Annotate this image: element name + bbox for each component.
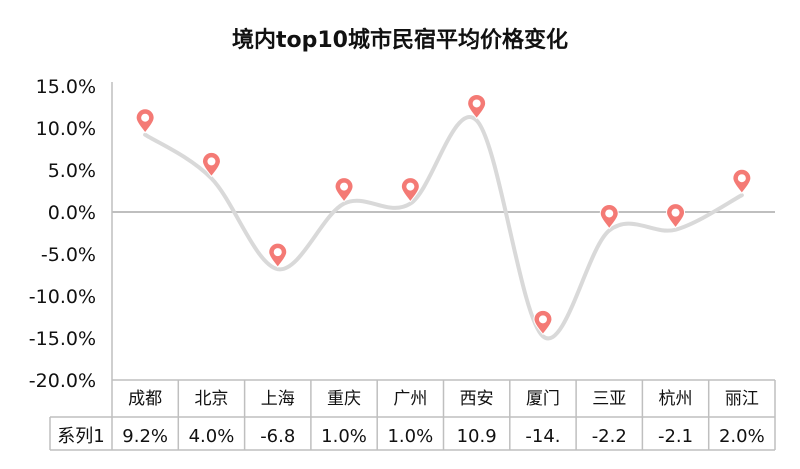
data-value-label: 2.0% xyxy=(719,426,765,447)
data-value-label: 1.0% xyxy=(321,426,367,447)
data-value-label: -14. xyxy=(525,426,560,447)
series-line xyxy=(143,115,744,341)
category-label: 西安 xyxy=(460,389,494,409)
data-point-marker-hole xyxy=(538,315,547,324)
y-tick-label: -15.0% xyxy=(29,328,96,350)
data-value-label: 4.0% xyxy=(189,426,235,447)
data-point-marker-hole xyxy=(605,209,614,218)
y-tick-label: 0.0% xyxy=(48,202,96,224)
category-label: 上海 xyxy=(261,389,295,409)
data-point-marker-hole xyxy=(737,174,746,183)
data-value-label: -2.1 xyxy=(658,426,693,447)
y-tick-label: -20.0% xyxy=(29,370,96,392)
data-value-label: -2.2 xyxy=(592,426,627,447)
y-tick-label: 15.0% xyxy=(36,76,96,98)
data-point-marker-hole xyxy=(273,248,282,257)
data-value-label: -6.8 xyxy=(260,426,295,447)
category-label: 丽江 xyxy=(725,389,759,409)
y-tick-label: 10.0% xyxy=(36,118,96,140)
data-point-marker-hole xyxy=(472,99,481,108)
data-value-label: 1.0% xyxy=(387,426,433,447)
data-value-label: 10.9 xyxy=(457,426,497,447)
y-tick-label: -5.0% xyxy=(41,244,96,266)
chart-title: 境内top10城市民宿平均价格变化 xyxy=(232,28,568,53)
series-name-label: 系列1 xyxy=(57,426,104,447)
category-label: 成都 xyxy=(128,389,162,409)
data-point-marker-hole xyxy=(406,182,415,191)
data-point-marker-hole xyxy=(671,208,680,217)
data-point-marker-hole xyxy=(207,157,216,166)
y-tick-label: 5.0% xyxy=(48,160,96,182)
category-label: 北京 xyxy=(194,389,228,409)
data-point-marker-hole xyxy=(340,182,349,191)
y-tick-label: -10.0% xyxy=(29,286,96,308)
category-label: 重庆 xyxy=(327,389,361,409)
category-label: 杭州 xyxy=(659,389,693,409)
category-label: 厦门 xyxy=(526,389,560,409)
category-label: 广州 xyxy=(393,389,427,409)
data-point-marker-hole xyxy=(141,113,150,122)
category-label: 三亚 xyxy=(592,389,626,409)
data-value-label: 9.2% xyxy=(122,426,168,447)
